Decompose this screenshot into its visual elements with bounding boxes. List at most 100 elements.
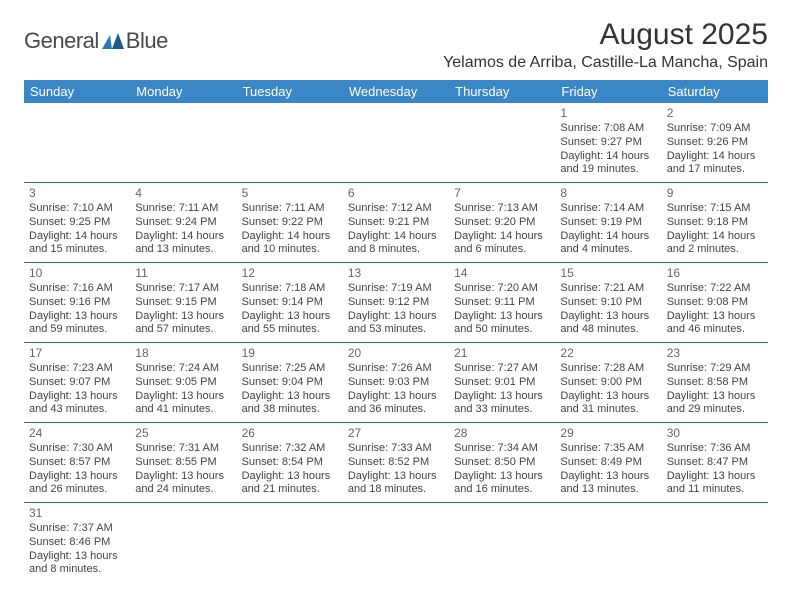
daylight-line: Daylight: 13 hours and 33 minutes. bbox=[454, 390, 550, 418]
day-number: 7 bbox=[454, 186, 550, 201]
calendar-row: 10Sunrise: 7:16 AMSunset: 9:16 PMDayligh… bbox=[24, 263, 768, 343]
sunset-line: Sunset: 9:14 PM bbox=[242, 296, 338, 310]
daylight-line: Daylight: 14 hours and 4 minutes. bbox=[560, 230, 656, 258]
sunset-line: Sunset: 9:00 PM bbox=[560, 376, 656, 390]
sunset-line: Sunset: 9:15 PM bbox=[135, 296, 231, 310]
sunrise-line: Sunrise: 7:10 AM bbox=[29, 202, 125, 216]
daylight-line: Daylight: 13 hours and 8 minutes. bbox=[29, 550, 125, 578]
day-header: Saturday bbox=[662, 80, 768, 103]
sunrise-line: Sunrise: 7:19 AM bbox=[348, 282, 444, 296]
sunrise-line: Sunrise: 7:15 AM bbox=[667, 202, 763, 216]
sunset-line: Sunset: 9:24 PM bbox=[135, 216, 231, 230]
day-cell: 5Sunrise: 7:11 AMSunset: 9:22 PMDaylight… bbox=[237, 183, 343, 263]
day-cell: 26Sunrise: 7:32 AMSunset: 8:54 PMDayligh… bbox=[237, 423, 343, 503]
day-number: 10 bbox=[29, 266, 125, 281]
calendar-row: 31Sunrise: 7:37 AMSunset: 8:46 PMDayligh… bbox=[24, 503, 768, 583]
day-number: 6 bbox=[348, 186, 444, 201]
day-number: 31 bbox=[29, 506, 125, 521]
sunset-line: Sunset: 9:22 PM bbox=[242, 216, 338, 230]
empty-cell bbox=[343, 103, 449, 183]
daylight-line: Daylight: 13 hours and 21 minutes. bbox=[242, 470, 338, 498]
day-number: 13 bbox=[348, 266, 444, 281]
day-number: 29 bbox=[560, 426, 656, 441]
empty-cell bbox=[237, 503, 343, 583]
sunset-line: Sunset: 9:10 PM bbox=[560, 296, 656, 310]
day-cell: 29Sunrise: 7:35 AMSunset: 8:49 PMDayligh… bbox=[555, 423, 661, 503]
calendar-row: 24Sunrise: 7:30 AMSunset: 8:57 PMDayligh… bbox=[24, 423, 768, 503]
day-number: 3 bbox=[29, 186, 125, 201]
day-cell: 15Sunrise: 7:21 AMSunset: 9:10 PMDayligh… bbox=[555, 263, 661, 343]
day-header-row: SundayMondayTuesdayWednesdayThursdayFrid… bbox=[24, 80, 768, 103]
sunset-line: Sunset: 8:46 PM bbox=[29, 536, 125, 550]
sunset-line: Sunset: 8:47 PM bbox=[667, 456, 763, 470]
day-number: 15 bbox=[560, 266, 656, 281]
day-cell: 4Sunrise: 7:11 AMSunset: 9:24 PMDaylight… bbox=[130, 183, 236, 263]
day-cell: 27Sunrise: 7:33 AMSunset: 8:52 PMDayligh… bbox=[343, 423, 449, 503]
day-header: Monday bbox=[130, 80, 236, 103]
day-cell: 7Sunrise: 7:13 AMSunset: 9:20 PMDaylight… bbox=[449, 183, 555, 263]
sunrise-line: Sunrise: 7:21 AM bbox=[560, 282, 656, 296]
day-cell: 17Sunrise: 7:23 AMSunset: 9:07 PMDayligh… bbox=[24, 343, 130, 423]
empty-cell bbox=[24, 103, 130, 183]
sunrise-line: Sunrise: 7:24 AM bbox=[135, 362, 231, 376]
day-number: 17 bbox=[29, 346, 125, 361]
sunrise-line: Sunrise: 7:25 AM bbox=[242, 362, 338, 376]
sunset-line: Sunset: 9:03 PM bbox=[348, 376, 444, 390]
sunrise-line: Sunrise: 7:20 AM bbox=[454, 282, 550, 296]
daylight-line: Daylight: 14 hours and 10 minutes. bbox=[242, 230, 338, 258]
sunrise-line: Sunrise: 7:31 AM bbox=[135, 442, 231, 456]
sunset-line: Sunset: 9:11 PM bbox=[454, 296, 550, 310]
empty-cell bbox=[343, 503, 449, 583]
empty-cell bbox=[130, 503, 236, 583]
day-cell: 10Sunrise: 7:16 AMSunset: 9:16 PMDayligh… bbox=[24, 263, 130, 343]
daylight-line: Daylight: 14 hours and 19 minutes. bbox=[560, 150, 656, 178]
sunset-line: Sunset: 8:58 PM bbox=[667, 376, 763, 390]
empty-cell bbox=[662, 503, 768, 583]
day-cell: 3Sunrise: 7:10 AMSunset: 9:25 PMDaylight… bbox=[24, 183, 130, 263]
sunset-line: Sunset: 9:19 PM bbox=[560, 216, 656, 230]
sunset-line: Sunset: 8:54 PM bbox=[242, 456, 338, 470]
day-number: 21 bbox=[454, 346, 550, 361]
daylight-line: Daylight: 13 hours and 38 minutes. bbox=[242, 390, 338, 418]
daylight-line: Daylight: 14 hours and 8 minutes. bbox=[348, 230, 444, 258]
day-cell: 8Sunrise: 7:14 AMSunset: 9:19 PMDaylight… bbox=[555, 183, 661, 263]
day-cell: 23Sunrise: 7:29 AMSunset: 8:58 PMDayligh… bbox=[662, 343, 768, 423]
daylight-line: Daylight: 13 hours and 50 minutes. bbox=[454, 310, 550, 338]
day-number: 20 bbox=[348, 346, 444, 361]
day-number: 22 bbox=[560, 346, 656, 361]
sunrise-line: Sunrise: 7:30 AM bbox=[29, 442, 125, 456]
day-cell: 25Sunrise: 7:31 AMSunset: 8:55 PMDayligh… bbox=[130, 423, 236, 503]
day-header: Friday bbox=[555, 80, 661, 103]
sunrise-line: Sunrise: 7:22 AM bbox=[667, 282, 763, 296]
sunrise-line: Sunrise: 7:12 AM bbox=[348, 202, 444, 216]
logo-word1: General bbox=[24, 28, 99, 54]
calendar-row: 1Sunrise: 7:08 AMSunset: 9:27 PMDaylight… bbox=[24, 103, 768, 183]
sunrise-line: Sunrise: 7:29 AM bbox=[667, 362, 763, 376]
sunset-line: Sunset: 9:04 PM bbox=[242, 376, 338, 390]
day-number: 30 bbox=[667, 426, 763, 441]
sunset-line: Sunset: 9:26 PM bbox=[667, 136, 763, 150]
sunset-line: Sunset: 9:18 PM bbox=[667, 216, 763, 230]
day-cell: 24Sunrise: 7:30 AMSunset: 8:57 PMDayligh… bbox=[24, 423, 130, 503]
empty-cell bbox=[449, 503, 555, 583]
calendar-table: SundayMondayTuesdayWednesdayThursdayFrid… bbox=[24, 80, 768, 582]
day-cell: 22Sunrise: 7:28 AMSunset: 9:00 PMDayligh… bbox=[555, 343, 661, 423]
day-cell: 2Sunrise: 7:09 AMSunset: 9:26 PMDaylight… bbox=[662, 103, 768, 183]
sunset-line: Sunset: 9:12 PM bbox=[348, 296, 444, 310]
sunset-line: Sunset: 9:01 PM bbox=[454, 376, 550, 390]
day-cell: 11Sunrise: 7:17 AMSunset: 9:15 PMDayligh… bbox=[130, 263, 236, 343]
day-cell: 20Sunrise: 7:26 AMSunset: 9:03 PMDayligh… bbox=[343, 343, 449, 423]
sunset-line: Sunset: 8:55 PM bbox=[135, 456, 231, 470]
sunset-line: Sunset: 8:52 PM bbox=[348, 456, 444, 470]
day-number: 14 bbox=[454, 266, 550, 281]
day-number: 12 bbox=[242, 266, 338, 281]
day-number: 9 bbox=[667, 186, 763, 201]
daylight-line: Daylight: 13 hours and 41 minutes. bbox=[135, 390, 231, 418]
sunset-line: Sunset: 9:20 PM bbox=[454, 216, 550, 230]
day-header: Wednesday bbox=[343, 80, 449, 103]
day-cell: 21Sunrise: 7:27 AMSunset: 9:01 PMDayligh… bbox=[449, 343, 555, 423]
daylight-line: Daylight: 13 hours and 31 minutes. bbox=[560, 390, 656, 418]
daylight-line: Daylight: 13 hours and 11 minutes. bbox=[667, 470, 763, 498]
sunrise-line: Sunrise: 7:35 AM bbox=[560, 442, 656, 456]
sunrise-line: Sunrise: 7:16 AM bbox=[29, 282, 125, 296]
